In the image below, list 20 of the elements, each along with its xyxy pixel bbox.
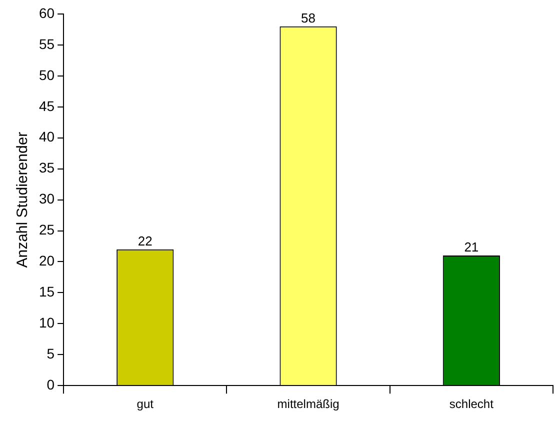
y-tick-label: 35 [38,160,55,176]
data-label: 22 [138,233,152,248]
y-tick-label: 25 [38,222,55,238]
y-axis-title: Anzahl Studierender [14,132,32,268]
y-tick-label: 30 [38,190,55,207]
data-label: 21 [464,240,479,255]
data-label: 58 [301,10,316,26]
y-tick-label: 50 [38,66,55,83]
x-tick-label: mittelmäßig [277,397,340,412]
y-tick-label: 55 [38,36,55,52]
x-tick-label: schlecht [449,397,494,412]
y-tick-label: 20 [38,252,55,269]
x-tick-label: gut [136,397,154,412]
y-tick-label: 5 [46,345,55,362]
y-tick-label: 45 [38,98,55,114]
y-tick-label: 0 [46,376,55,392]
y-tick-label: 10 [38,314,55,331]
y-tick-label: 40 [38,128,55,145]
y-tick-label: 60 [38,4,55,21]
y-tick-label: 15 [38,284,55,300]
